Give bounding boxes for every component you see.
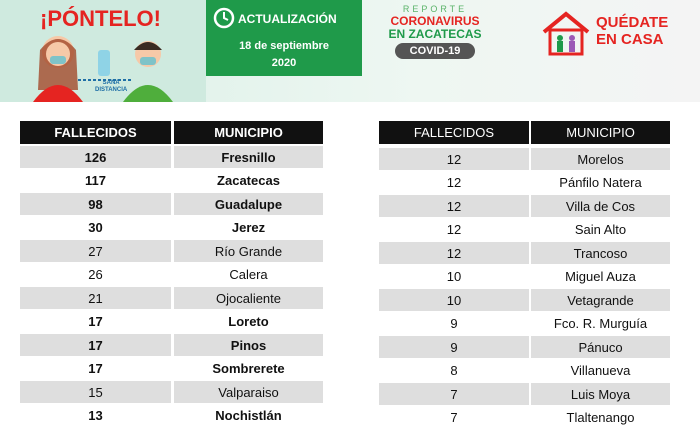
sana-distancia-line: DISTANCIA <box>95 87 128 93</box>
table-cell: 12 <box>379 242 529 264</box>
report-title-line: EN ZACATECAS <box>388 27 482 41</box>
table-cell: Pánuco <box>531 336 670 358</box>
table-cell: Fco. R. Murguía <box>531 312 670 335</box>
table-cell: 8 <box>379 359 529 382</box>
table-cell: Morelos <box>531 148 670 170</box>
table-cell: Río Grande <box>174 240 323 262</box>
report-title: CORONAVIRUS EN ZACATECAS <box>375 15 495 41</box>
column-header: MUNICIPIO <box>174 121 323 144</box>
table-cell: Tlaltenango <box>531 406 670 429</box>
house-icon <box>542 11 590 56</box>
stay-home-line: QUÉDATE <box>596 14 669 31</box>
illustration <box>33 36 173 102</box>
table-cell: 126 <box>20 146 171 168</box>
table-cell: 27 <box>20 240 171 262</box>
table-cell: 9 <box>379 336 529 358</box>
table-cell: Calera <box>174 263 323 286</box>
clock-icon <box>213 7 235 29</box>
sana-distancia-line: SANA <box>102 80 120 86</box>
table-cell: 10 <box>379 265 529 288</box>
table-cell: Fresnillo <box>174 146 323 168</box>
table-cell: Jerez <box>174 216 323 239</box>
table-cell: 12 <box>379 148 529 170</box>
table-cell: Guadalupe <box>174 193 323 215</box>
table-cell: 98 <box>20 193 171 215</box>
table-cell: 9 <box>379 312 529 335</box>
report-badge: COVID-19 <box>395 43 475 59</box>
update-date: 18 de septiembre 2020 <box>206 38 362 72</box>
table-cell: Trancoso <box>531 242 670 264</box>
table-cell: 7 <box>379 383 529 405</box>
table-cell: 15 <box>20 381 171 403</box>
table-cell: 12 <box>379 171 529 194</box>
table-cell: Nochistlán <box>174 404 323 427</box>
update-date-line: 2020 <box>271 57 297 69</box>
table-cell: Valparaiso <box>174 381 323 403</box>
table-cell: Pánfilo Natera <box>531 171 670 194</box>
table-cell: 17 <box>20 357 171 380</box>
column-header: FALLECIDOS <box>20 121 171 144</box>
update-date-line: 18 de septiembre <box>239 40 329 52</box>
column-header: FALLECIDOS <box>379 121 529 144</box>
table-cell: 117 <box>20 169 171 192</box>
table-cell: Vetagrande <box>531 289 670 311</box>
table-cell: Miguel Auza <box>531 265 670 288</box>
update-label: ACTUALIZACIÓN <box>238 12 337 26</box>
table-cell: 13 <box>20 404 171 427</box>
report-label: REPORTE <box>402 4 468 14</box>
stay-home-line: EN CASA <box>596 31 664 48</box>
table-cell: 7 <box>379 406 529 429</box>
slogan: ¡PÓNTELO! <box>40 6 161 31</box>
table-cell: 30 <box>20 216 171 239</box>
table-cell: Sain Alto <box>531 218 670 241</box>
table-cell: Zacatecas <box>174 169 323 192</box>
table-cell: 17 <box>20 310 171 333</box>
table-cell: 12 <box>379 195 529 217</box>
table-cell: 21 <box>20 287 171 309</box>
table-cell: Luis Moya <box>531 383 670 405</box>
sana-distancia: SANA DISTANCIA <box>95 80 127 94</box>
table-cell: Pinos <box>174 334 323 356</box>
table-cell: Villanueva <box>531 359 670 382</box>
table-cell: Ojocaliente <box>174 287 323 309</box>
table-cell: 12 <box>379 218 529 241</box>
table-cell: 10 <box>379 289 529 311</box>
table-cell: Sombrerete <box>174 357 323 380</box>
table-cell: Villa de Cos <box>531 195 670 217</box>
column-header: MUNICIPIO <box>531 121 670 144</box>
table-cell: 17 <box>20 334 171 356</box>
table-cell: 26 <box>20 263 171 286</box>
table-cell: Loreto <box>174 310 323 333</box>
stay-home: QUÉDATE EN CASA <box>596 14 668 48</box>
report-title-line: CORONAVIRUS <box>390 14 480 28</box>
